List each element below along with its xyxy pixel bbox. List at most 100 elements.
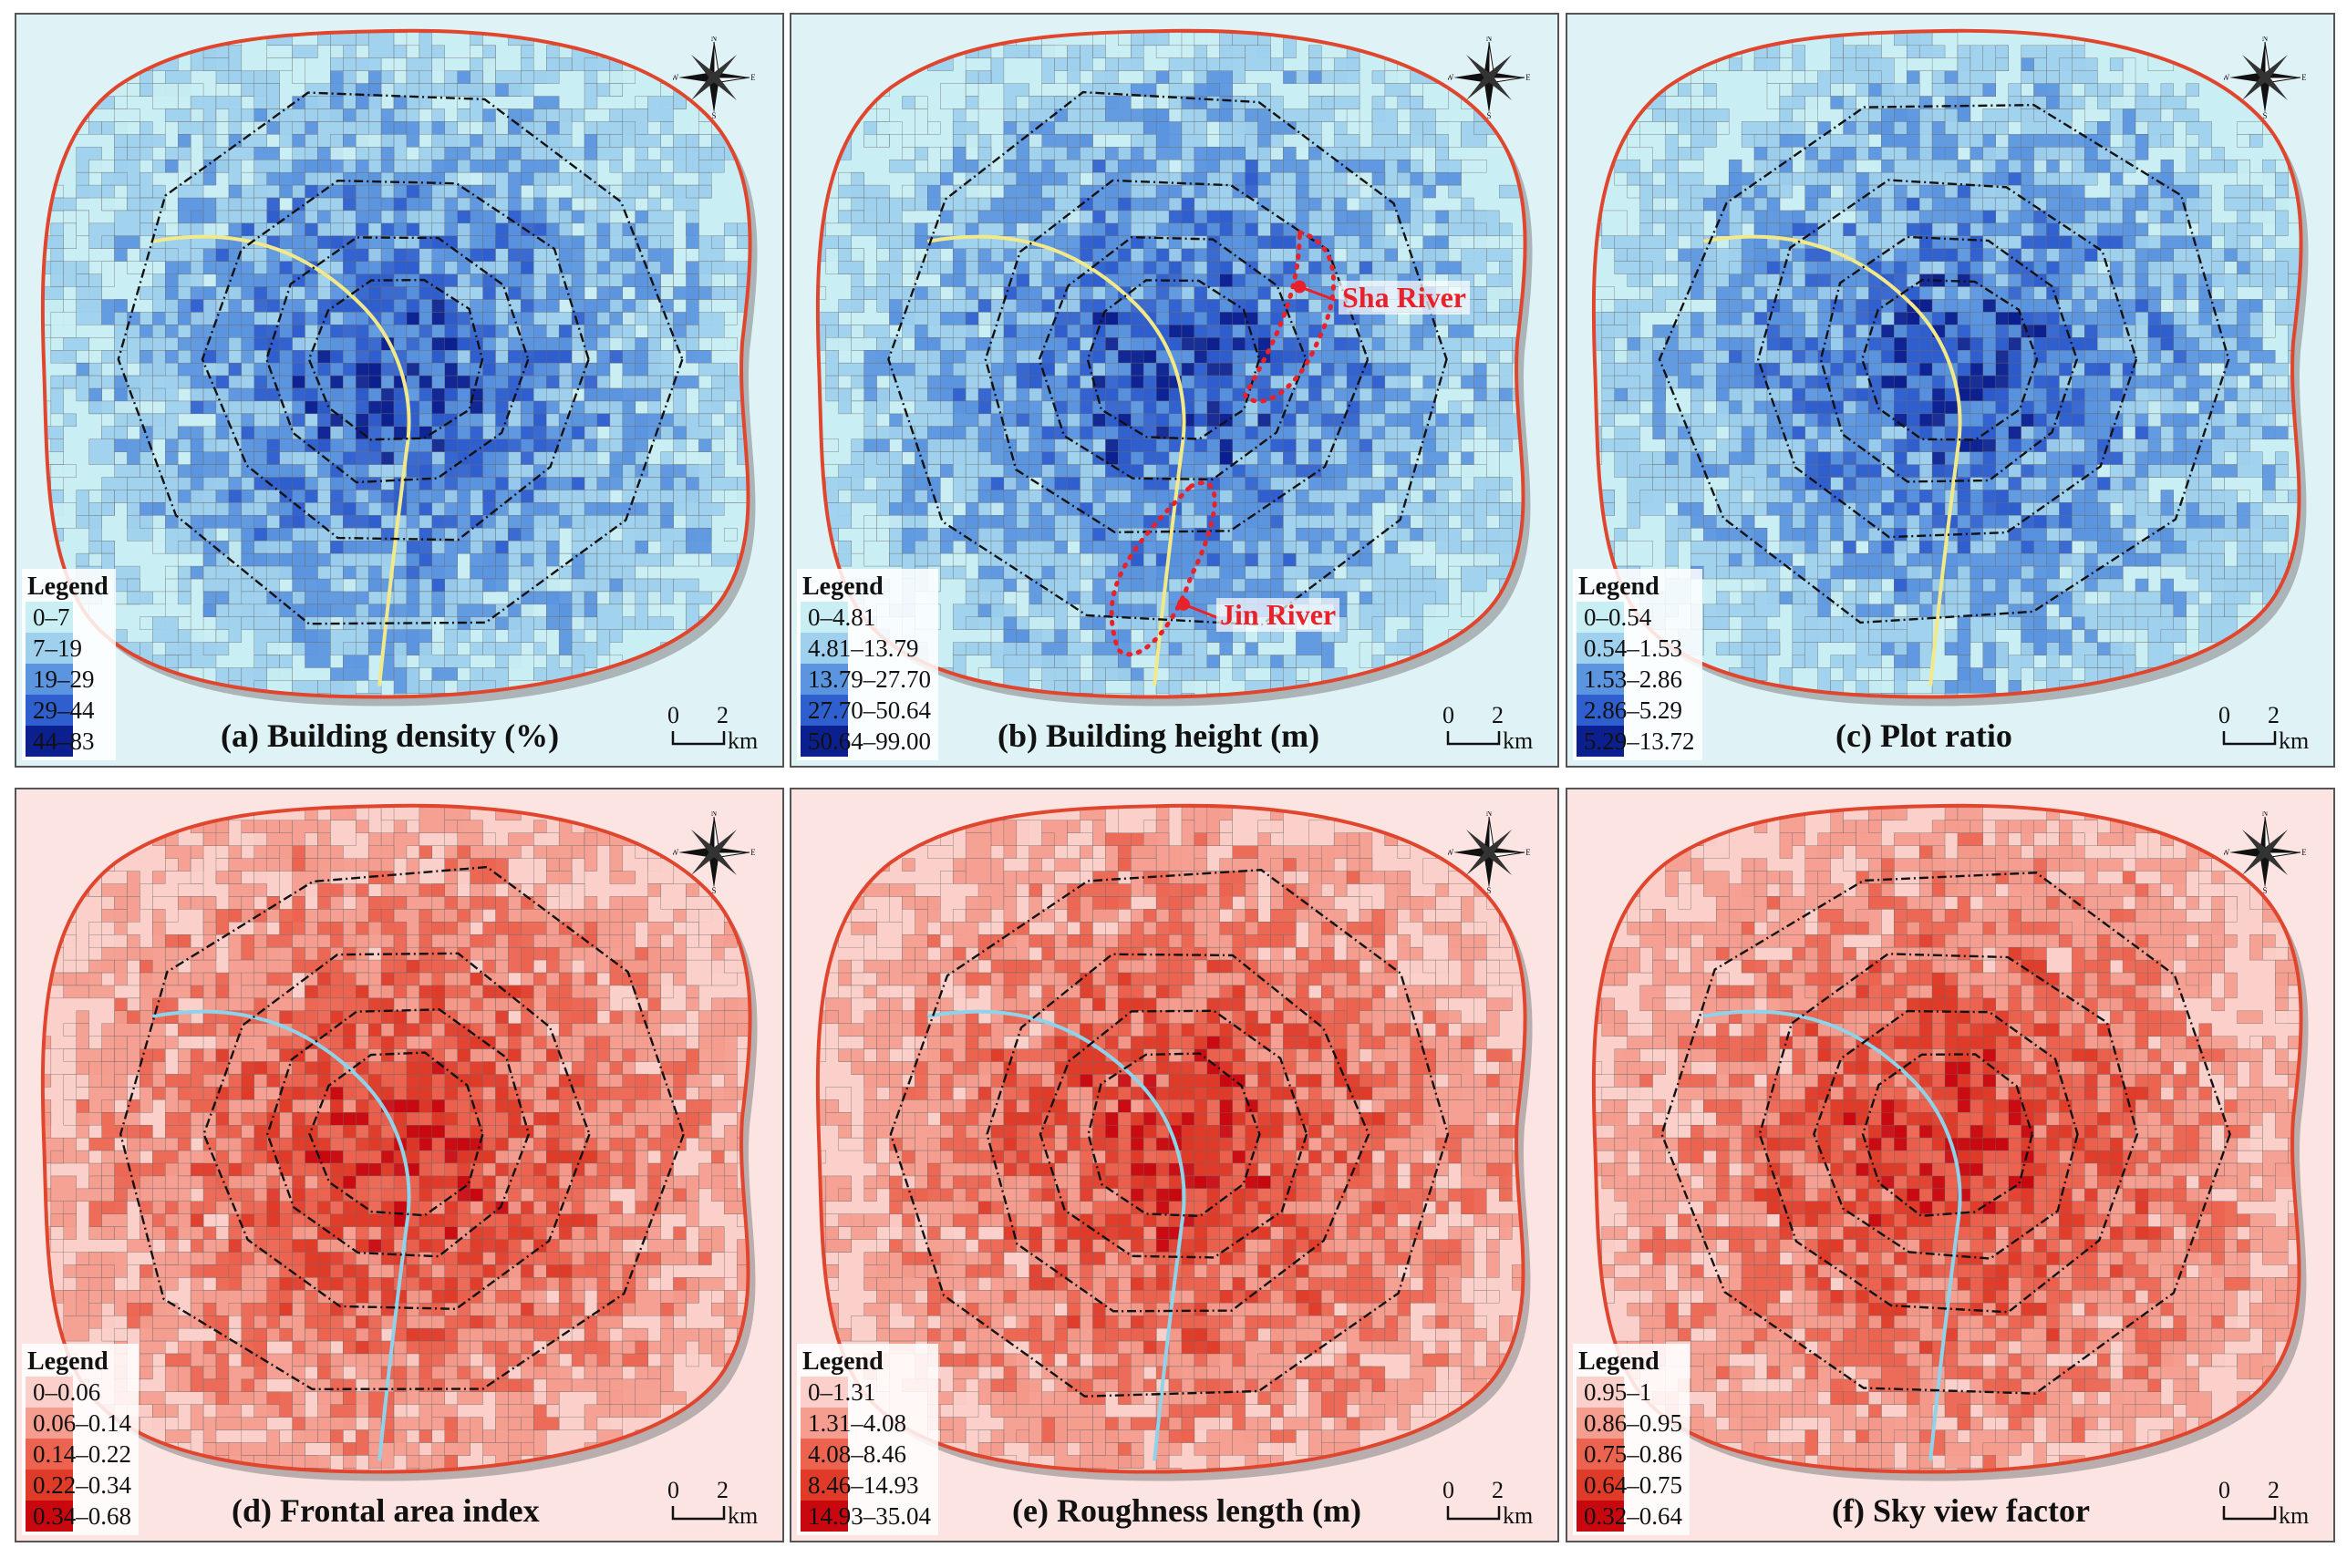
parcel [1219, 45, 1246, 58]
parcel [1982, 337, 1996, 351]
parcel [1384, 591, 1399, 617]
parcel [1092, 502, 1106, 516]
parcel [571, 235, 585, 249]
parcel [1308, 45, 1322, 58]
parcel [902, 147, 915, 160]
parcel [1995, 222, 2009, 237]
parcel [1041, 57, 1055, 84]
parcel [1397, 261, 1411, 274]
north-arrow-icon: NSEW [671, 34, 757, 120]
parcel [2237, 134, 2250, 148]
parcel [1982, 108, 2009, 122]
map-panel-c: NSEWLegend0–0.540.54–1.531.53–2.862.86–5… [1566, 13, 2335, 768]
parcel [2249, 134, 2263, 148]
parcel [1957, 197, 1971, 211]
parcel [1753, 286, 1768, 300]
parcel [1371, 616, 1386, 643]
parcel [393, 134, 408, 160]
parcel [228, 160, 243, 186]
parcel [521, 45, 534, 58]
parcel [673, 286, 699, 300]
parcel [1346, 32, 1360, 46]
parcel [177, 540, 191, 554]
parcel [737, 147, 750, 160]
parcel [343, 325, 357, 338]
panel-caption: (a) Building density (%) [221, 717, 560, 754]
parcel [406, 184, 420, 199]
parcel [177, 325, 191, 338]
parcel [940, 32, 967, 46]
parcel [965, 222, 979, 237]
legend-label: 44–83 [33, 727, 95, 755]
parcel [1448, 667, 1462, 681]
parcel [622, 184, 648, 199]
parcel [127, 387, 140, 402]
parcel [1142, 32, 1170, 46]
parcel [1029, 642, 1042, 655]
parcel [1856, 121, 1869, 135]
parcel [990, 515, 1005, 529]
parcel [977, 197, 992, 211]
parcel [2313, 249, 2333, 274]
parcel [228, 350, 243, 364]
parcel [647, 362, 674, 377]
parcel [367, 96, 382, 122]
scale-bar: 0 2 km [667, 698, 768, 754]
parcel [1397, 134, 1411, 148]
legend-item: 4.81–13.79 [801, 633, 931, 664]
parcel [177, 121, 204, 135]
parcel [1054, 350, 1068, 364]
parcel [1232, 197, 1246, 211]
parcel [114, 108, 140, 122]
parcel [521, 312, 534, 325]
parcel [927, 184, 941, 211]
parcel [965, 616, 992, 630]
parcel [1296, 655, 1322, 668]
parcel [1257, 160, 1271, 173]
parcel [202, 57, 230, 71]
parcel [1080, 312, 1093, 325]
parcel [367, 477, 382, 490]
parcel [2021, 70, 2034, 84]
parcel [1219, 477, 1233, 490]
parcel [724, 426, 738, 452]
parcel [2249, 184, 2263, 199]
legend-label: 19–29 [33, 665, 95, 693]
parcel [863, 375, 877, 389]
parcel [660, 552, 674, 567]
parcel [50, 261, 64, 287]
parcel [279, 426, 293, 439]
parcel [1080, 134, 1093, 148]
parcel [1155, 147, 1183, 160]
parcel [1067, 325, 1080, 338]
parcel [635, 375, 648, 389]
parcel [228, 528, 243, 542]
parcel [533, 70, 560, 84]
parcel [1219, 286, 1233, 300]
parcel [2300, 160, 2301, 173]
parcel [253, 350, 267, 364]
parcel [88, 515, 102, 542]
parcel [647, 45, 661, 71]
parcel [558, 222, 573, 237]
parcel [2097, 235, 2124, 249]
parcel [533, 248, 547, 262]
parcel [2021, 210, 2034, 224]
parcel [647, 261, 661, 274]
parcel [952, 477, 967, 503]
parcel [2097, 273, 2111, 287]
parcel [1029, 629, 1055, 643]
parcel [177, 312, 191, 325]
parcel [1931, 108, 1946, 122]
parcel [508, 655, 534, 681]
parcel [406, 45, 420, 58]
parcel [1054, 108, 1068, 122]
parcel [1257, 426, 1271, 439]
parcel [1155, 45, 1183, 58]
parcel [1296, 413, 1309, 428]
parcel [533, 325, 547, 338]
parcel [419, 680, 433, 694]
parcel [101, 350, 115, 364]
parcel [596, 235, 611, 249]
parcel [2122, 248, 2136, 262]
